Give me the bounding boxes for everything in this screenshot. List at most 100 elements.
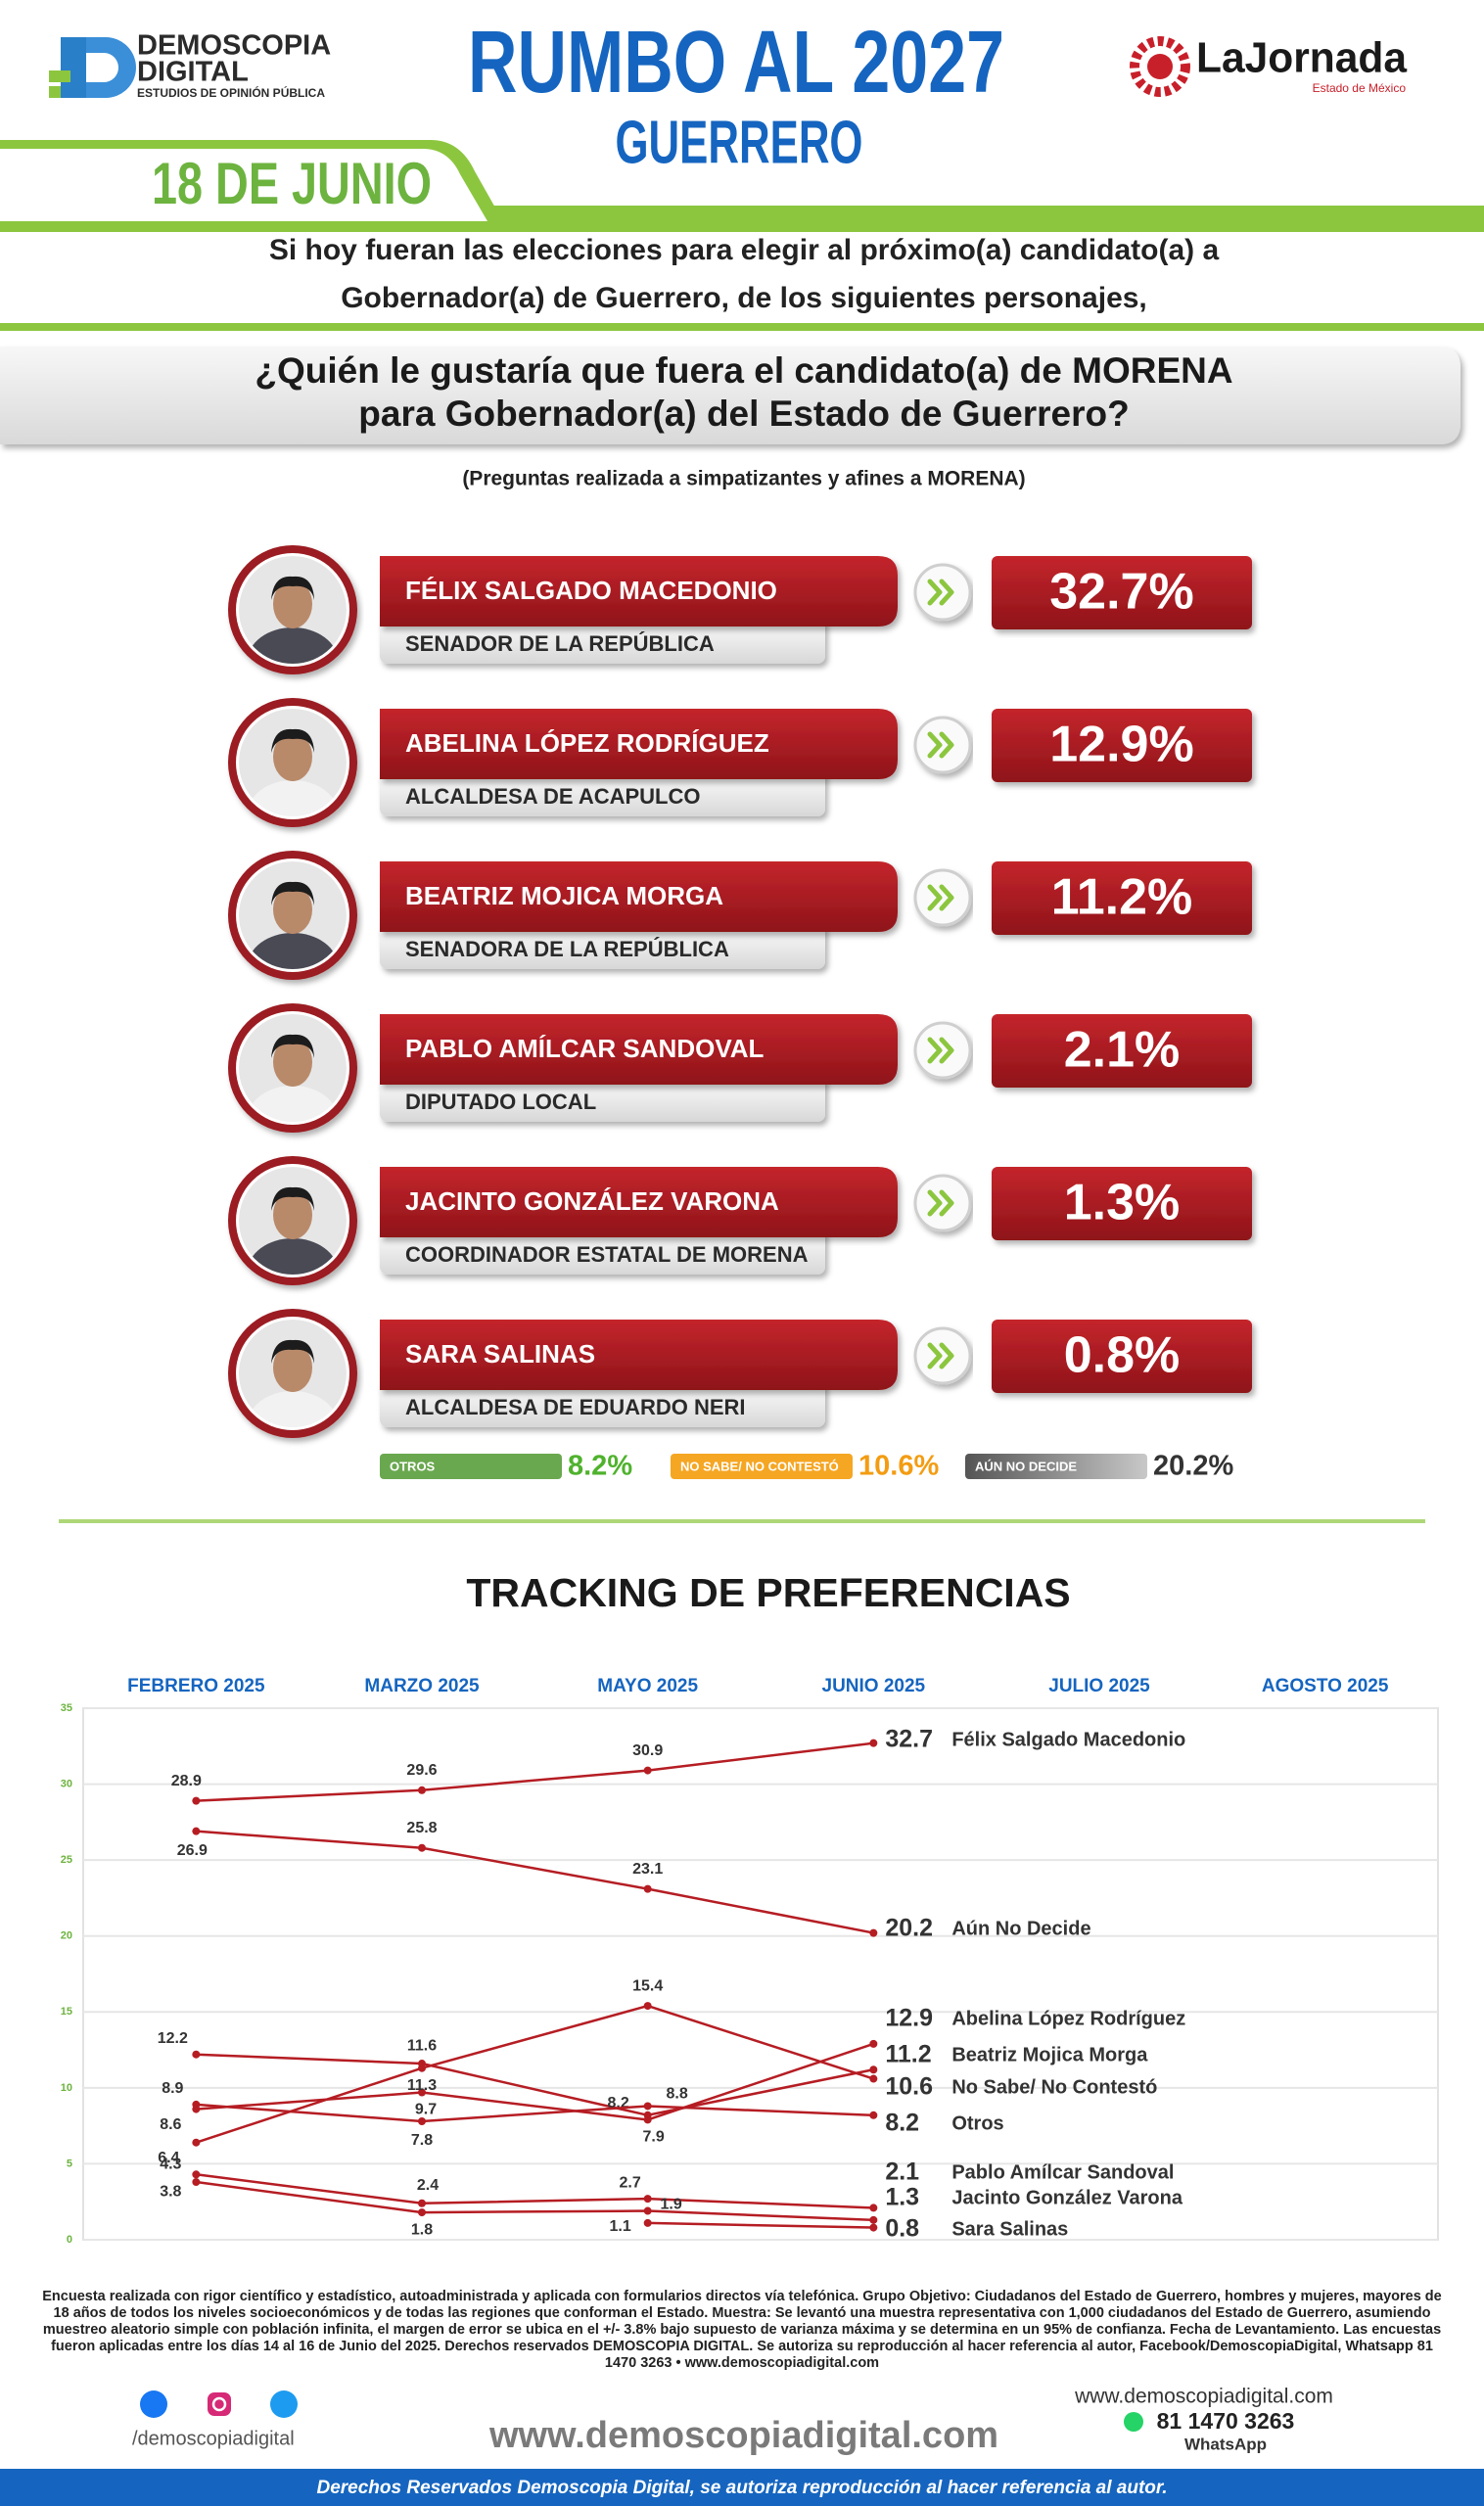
chevron <box>927 884 954 911</box>
brand-name: DIGITAL <box>137 57 249 88</box>
series-name: Sara Salinas <box>951 2218 1068 2240</box>
chevron <box>927 1037 954 1064</box>
data-point <box>418 2088 426 2097</box>
chevron-circle <box>913 563 972 622</box>
data-label: 3.8 <box>160 2183 181 2200</box>
candidate-role: SENADORA DE LA REPÚBLICA <box>405 937 729 961</box>
data-label: 8.9 <box>162 2080 183 2097</box>
data-label: 7.9 <box>643 2129 665 2146</box>
candidate-role: ALCALDESA DE ACAPULCO <box>405 784 700 809</box>
photo-body <box>248 1391 338 1427</box>
y-tick-label: 20 <box>61 1930 72 1942</box>
photo <box>239 1167 347 1275</box>
photo-head <box>273 732 312 781</box>
data-point <box>192 2170 201 2179</box>
twitter-icon <box>270 2390 298 2418</box>
data-point <box>192 1827 201 1835</box>
data-point <box>869 1739 878 1747</box>
social-handle: /demoscopiadigital <box>132 2428 295 2449</box>
end-value-label: 10.6 <box>885 2073 933 2101</box>
photo-hair <box>271 881 314 905</box>
candidate-role: ALCALDESA DE EDUARDO NERI <box>405 1395 746 1419</box>
question-line: para Gobernador(a) del Estado de Guerrer… <box>358 394 1129 434</box>
chevron-circle <box>913 1021 972 1080</box>
photo-body <box>248 1086 338 1122</box>
rights: Derechos Reservados Demoscopia Digital, … <box>316 2478 1167 2498</box>
candidate-result: 0.8% <box>1064 1327 1181 1384</box>
photo-hair <box>271 1339 314 1364</box>
chevron <box>927 1342 954 1369</box>
name-bar <box>380 709 898 779</box>
x-tick-label: MAYO 2025 <box>597 1676 698 1696</box>
result-box <box>992 709 1252 782</box>
series-name: No Sabe/ No Contestó <box>951 2076 1157 2098</box>
data-point <box>869 2204 878 2212</box>
logo-accent <box>49 86 61 98</box>
data-point <box>418 1843 426 1852</box>
data-point <box>869 2223 878 2232</box>
series-line <box>196 2042 874 2121</box>
photo <box>239 861 347 969</box>
role-bar <box>380 769 825 816</box>
data-label: 30.9 <box>632 1742 663 1759</box>
name-bar <box>380 1014 898 1085</box>
data-label: 28.9 <box>171 1773 202 1789</box>
photo-hair <box>271 1034 314 1058</box>
candidate-row: FÉLIX SALGADO MACEDONIO SENADOR DE LA REP… <box>228 545 1252 674</box>
photo <box>239 1014 347 1122</box>
data-label: 12.2 <box>158 2030 188 2047</box>
data-point <box>418 2064 426 2072</box>
name-bar <box>380 556 898 626</box>
data-point <box>192 2138 201 2147</box>
data-point <box>192 1796 201 1805</box>
summary-label: AÚN NO DECIDE <box>975 1459 1077 1473</box>
logo-d <box>86 37 136 98</box>
chevron-circle <box>913 1326 972 1385</box>
photo-head <box>273 885 312 934</box>
chevron-circle <box>913 868 972 927</box>
data-point <box>192 2050 201 2059</box>
photo-head <box>273 1343 312 1392</box>
data-label: 7.8 <box>411 2132 433 2149</box>
y-tick-label: 5 <box>67 2158 72 2169</box>
summary-result: 8.2% <box>568 1451 632 1482</box>
chevron-circle <box>913 1174 972 1232</box>
photo-head <box>273 1190 312 1239</box>
role-bar <box>380 1228 825 1275</box>
data-label: 26.9 <box>177 1842 208 1859</box>
intro-line: Gobernador(a) de Guerrero, de los siguie… <box>341 282 1147 314</box>
candidate-row: ABELINA LÓPEZ RODRÍGUEZ ALCALDESA DE ACAP… <box>228 698 1252 827</box>
series-line <box>196 2053 874 2117</box>
data-point <box>418 2116 426 2125</box>
x-tick-label: MARZO 2025 <box>364 1676 480 1696</box>
data-label: 1.8 <box>411 2221 433 2238</box>
data-point <box>418 1786 426 1794</box>
data-point <box>643 2206 652 2215</box>
name-bar <box>380 861 898 932</box>
data-label: 1.1 <box>610 2218 631 2235</box>
candidate-name: JACINTO GONZÁLEZ VARONA <box>405 1186 779 1216</box>
data-label: 2.4 <box>417 2177 439 2194</box>
date-tab-inner <box>0 149 487 221</box>
result-box <box>992 861 1252 935</box>
x-tick-label: FEBRERO 2025 <box>127 1676 265 1696</box>
series-name: Beatriz Mojica Morga <box>951 2044 1148 2065</box>
end-value-label: 11.2 <box>885 2041 931 2068</box>
candidate-result: 1.3% <box>1064 1175 1181 1231</box>
partner-logo: LaJornada Estado de México <box>1130 34 1408 97</box>
data-point <box>869 2065 878 2074</box>
data-point <box>869 2111 878 2119</box>
website: www.demoscopiadigital.com <box>488 2415 998 2456</box>
candidate-result: 2.1% <box>1064 1022 1181 1079</box>
data-label: 9.7 <box>415 2102 437 2118</box>
data-point <box>643 2002 652 2011</box>
candidate-row: PABLO AMÍLCAR SANDOVAL DIPUTADO LOCAL 2.1% <box>228 1003 1252 1133</box>
series-line <box>195 2004 874 2144</box>
summary-label: NO SABE/ NO CONTESTÓ <box>680 1459 839 1473</box>
y-tick-label: 35 <box>61 1702 72 1714</box>
series-line <box>196 1741 874 1802</box>
y-tick-label: 15 <box>61 2006 72 2018</box>
logo-accent <box>49 70 70 82</box>
data-point <box>418 2208 426 2217</box>
